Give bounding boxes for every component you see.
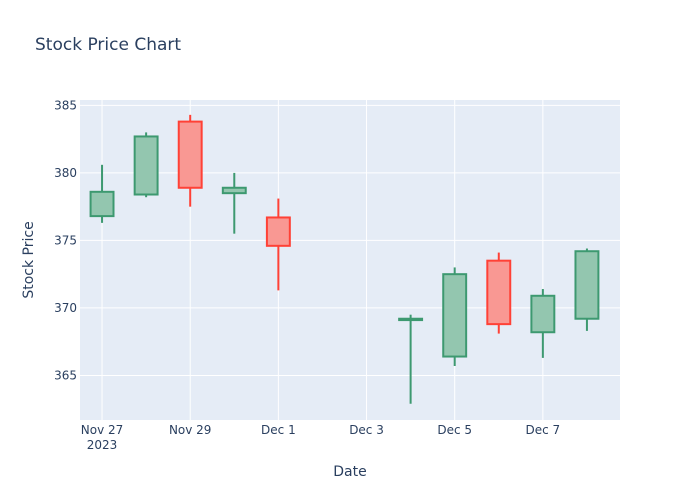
candle-body xyxy=(265,216,291,247)
x-tick-label: Dec 7 xyxy=(526,423,561,437)
candle-increasing xyxy=(221,172,247,234)
candle-body xyxy=(398,317,424,322)
candle-increasing xyxy=(133,132,159,198)
y-tick-label: 385 xyxy=(54,98,77,112)
grid-lines xyxy=(80,100,620,420)
y-tick-label: 370 xyxy=(54,301,77,315)
x-tick-label: Nov 29 xyxy=(169,423,212,437)
y-axis-label: Stock Price xyxy=(21,221,37,298)
candle-decreasing xyxy=(265,198,291,291)
candle-increasing xyxy=(442,267,468,366)
x-tick-sublabel: 2023 xyxy=(87,438,118,452)
candle-body xyxy=(486,259,512,326)
candle-body xyxy=(133,135,159,196)
candle-body xyxy=(177,120,203,189)
plot-area xyxy=(80,100,620,420)
candle-increasing xyxy=(398,314,424,404)
x-tick-label: Nov 27 xyxy=(81,423,124,437)
y-tick-label: 365 xyxy=(54,368,77,382)
candle-decreasing xyxy=(486,252,512,334)
candle-body xyxy=(530,294,556,334)
y-tick-label: 375 xyxy=(54,233,77,247)
candle-body xyxy=(442,273,468,358)
candle-increasing xyxy=(530,289,556,358)
candle-body xyxy=(221,186,247,195)
chart-title: Stock Price Chart xyxy=(35,35,181,55)
x-tick-label: Dec 1 xyxy=(261,423,296,437)
candle-increasing xyxy=(89,164,115,223)
candle-body xyxy=(574,250,600,320)
candle-body xyxy=(89,190,115,218)
x-tick-label: Dec 3 xyxy=(349,423,384,437)
candle-increasing xyxy=(574,248,600,331)
candlesticks xyxy=(89,114,600,404)
x-tick-label: Dec 5 xyxy=(437,423,472,437)
y-tick-label: 380 xyxy=(54,166,77,180)
candle-decreasing xyxy=(177,114,203,207)
x-axis-label: Date xyxy=(333,464,366,480)
